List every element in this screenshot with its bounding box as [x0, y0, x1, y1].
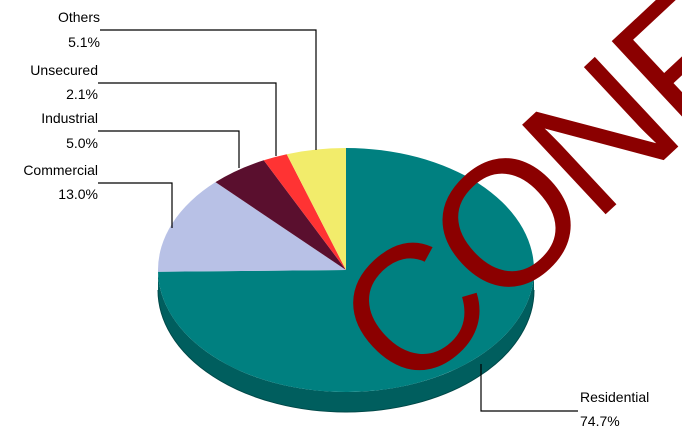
- slice-value-industrial: 5.0%: [66, 135, 98, 151]
- leader-line-residential: [480, 364, 578, 412]
- leader-line-unsecured: [98, 82, 277, 156]
- slice-label-others: Others: [58, 9, 100, 25]
- slice-label-industrial: Industrial: [41, 110, 98, 126]
- leader-line-commercial: [98, 182, 173, 228]
- pie-side-edge: [157, 289, 535, 413]
- slice-labels-layer: Residential 74.7% Commercial 13.0% Industria…: [23, 9, 649, 429]
- leader-lines-layer: [98, 29, 578, 412]
- pie-slice-industrial: [215, 160, 346, 270]
- pie-side-rim: [158, 270, 534, 412]
- slice-value-unsecured: 2.1%: [66, 86, 98, 102]
- leader-line-industrial: [98, 130, 240, 168]
- slice-value-others: 5.1%: [68, 34, 100, 50]
- pie-slice-unsecured: [263, 154, 346, 270]
- slice-value-residential: 74.7%: [580, 413, 620, 429]
- pie-slices-layer: [158, 148, 534, 392]
- pie-slice-others: [286, 148, 346, 270]
- pie-side-layer: [157, 270, 535, 413]
- pie-slice-residential: [158, 148, 534, 392]
- slice-label-unsecured: Unsecured: [30, 62, 98, 78]
- slice-label-commercial: Commercial: [23, 162, 98, 178]
- pie-slice-commercial: [158, 182, 346, 272]
- slice-label-residential: Residential: [580, 389, 649, 405]
- leader-line-others: [100, 29, 317, 150]
- slice-value-commercial: 13.0%: [58, 186, 98, 202]
